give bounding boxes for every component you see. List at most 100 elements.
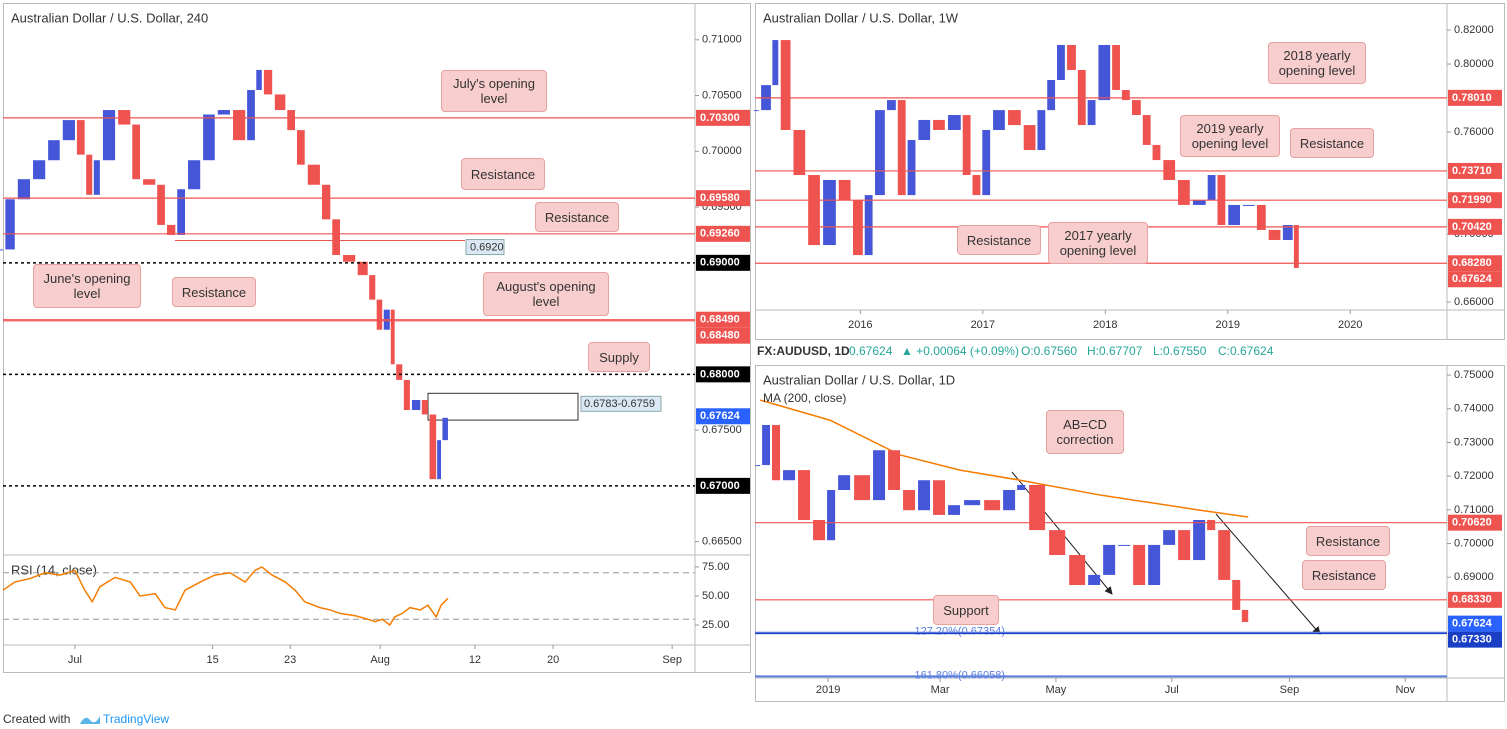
level-label-bg bbox=[696, 366, 750, 383]
y-tick-label: 0.66500 bbox=[702, 536, 742, 548]
candle bbox=[143, 179, 156, 185]
level-label: 0.73710 bbox=[1452, 165, 1492, 177]
candle bbox=[783, 470, 796, 481]
candle bbox=[838, 475, 851, 490]
candle bbox=[263, 69, 273, 95]
y-tick-label: 0.70500 bbox=[702, 89, 742, 101]
level-label: 0.69580 bbox=[700, 192, 740, 204]
callout: June's opening level bbox=[33, 264, 141, 308]
candle bbox=[132, 124, 141, 180]
y-tick-label: 0.66000 bbox=[1454, 296, 1494, 308]
level-label: 0.69000 bbox=[700, 257, 740, 269]
candle bbox=[1192, 200, 1206, 205]
candle bbox=[1163, 530, 1176, 545]
x-tick-label: May bbox=[1046, 684, 1067, 696]
candle bbox=[376, 299, 383, 330]
footer-brand: TradingView bbox=[103, 712, 169, 726]
level-label-bg bbox=[1448, 514, 1502, 531]
footer-text: Created with bbox=[3, 712, 70, 726]
y-tick-label: 0.72000 bbox=[1454, 470, 1494, 482]
callout: Resistance bbox=[1306, 526, 1390, 556]
callout: July's opening level bbox=[441, 70, 547, 112]
level-label: 0.67000 bbox=[700, 480, 740, 492]
candle bbox=[177, 189, 185, 235]
candle bbox=[396, 364, 403, 380]
y-tick-label: 0.74000 bbox=[1454, 403, 1494, 415]
level-label: 0.67624 bbox=[700, 410, 741, 422]
x-tick-label: 23 bbox=[284, 654, 296, 666]
candle bbox=[1029, 484, 1046, 531]
callout: Resistance bbox=[1290, 128, 1374, 158]
candle bbox=[1207, 175, 1216, 201]
x-tick-label: 2018 bbox=[1093, 319, 1117, 331]
y-tick-label: 25.00 bbox=[702, 619, 730, 631]
candle bbox=[33, 160, 46, 180]
candle bbox=[421, 399, 428, 415]
candle bbox=[972, 175, 981, 196]
ma-label: MA (200, close) bbox=[763, 391, 846, 405]
candle bbox=[772, 40, 779, 86]
candle bbox=[62, 120, 75, 141]
candle bbox=[1069, 555, 1086, 586]
x-tick-label: Sep bbox=[662, 654, 682, 666]
candle bbox=[1282, 225, 1293, 240]
level-label: 0.70420 bbox=[1452, 221, 1492, 233]
candle bbox=[823, 179, 836, 246]
candle bbox=[1178, 179, 1190, 205]
callout: Supply bbox=[588, 342, 650, 372]
chart-title: Australian Dollar / U.S. Dollar, 1D bbox=[763, 372, 955, 387]
candle bbox=[274, 94, 286, 111]
logo bbox=[80, 716, 100, 724]
level-label-bg bbox=[1448, 271, 1502, 288]
candle bbox=[1163, 160, 1176, 180]
candle bbox=[1103, 544, 1116, 575]
open: O:0.67560 bbox=[1021, 344, 1077, 358]
candle bbox=[322, 184, 331, 220]
candle bbox=[332, 219, 341, 256]
level-label: 0.68490 bbox=[700, 314, 740, 326]
level-label-bg bbox=[1448, 162, 1502, 179]
x-tick-label: 12 bbox=[469, 654, 481, 666]
candle bbox=[390, 309, 395, 365]
y-tick-label: 0.75000 bbox=[1454, 369, 1494, 381]
candle bbox=[1037, 110, 1046, 151]
level-label: 0.70300 bbox=[700, 112, 740, 124]
candle bbox=[429, 414, 437, 480]
candle bbox=[903, 489, 916, 511]
close: C:0.67624 bbox=[1218, 344, 1274, 358]
candle bbox=[203, 114, 215, 161]
candle bbox=[1047, 80, 1056, 111]
level-label-bg bbox=[1448, 591, 1502, 608]
zone-label: 0.6783-0.6759 bbox=[584, 398, 655, 410]
candle bbox=[1268, 229, 1281, 240]
candle bbox=[5, 199, 15, 250]
candle bbox=[1131, 100, 1141, 116]
candle bbox=[0, 249, 4, 251]
candle bbox=[1293, 225, 1299, 269]
level-label-bg bbox=[696, 408, 750, 425]
candle bbox=[964, 500, 981, 506]
callout: Resistance bbox=[535, 202, 619, 232]
candle bbox=[1133, 544, 1146, 586]
candle bbox=[1008, 110, 1021, 126]
candle bbox=[1023, 125, 1036, 151]
candle bbox=[753, 110, 759, 112]
candle bbox=[838, 179, 851, 201]
callout: 2018 yearly opening level bbox=[1268, 42, 1366, 84]
callout: Resistance bbox=[957, 225, 1041, 255]
candle bbox=[852, 200, 863, 256]
last-price: 0.67624 bbox=[849, 344, 893, 358]
candle bbox=[442, 417, 448, 441]
x-tick-label: Nov bbox=[1395, 684, 1415, 696]
candle bbox=[17, 179, 30, 200]
x-tick-label: Jul bbox=[68, 654, 82, 666]
candle bbox=[287, 110, 296, 131]
candle bbox=[1207, 519, 1216, 531]
level-label: 0.78010 bbox=[1452, 92, 1492, 104]
callout: Resistance bbox=[1302, 560, 1386, 590]
y-tick-label: 0.70000 bbox=[1454, 537, 1494, 549]
level-label: 0.71990 bbox=[1452, 194, 1492, 206]
candle bbox=[76, 120, 85, 155]
